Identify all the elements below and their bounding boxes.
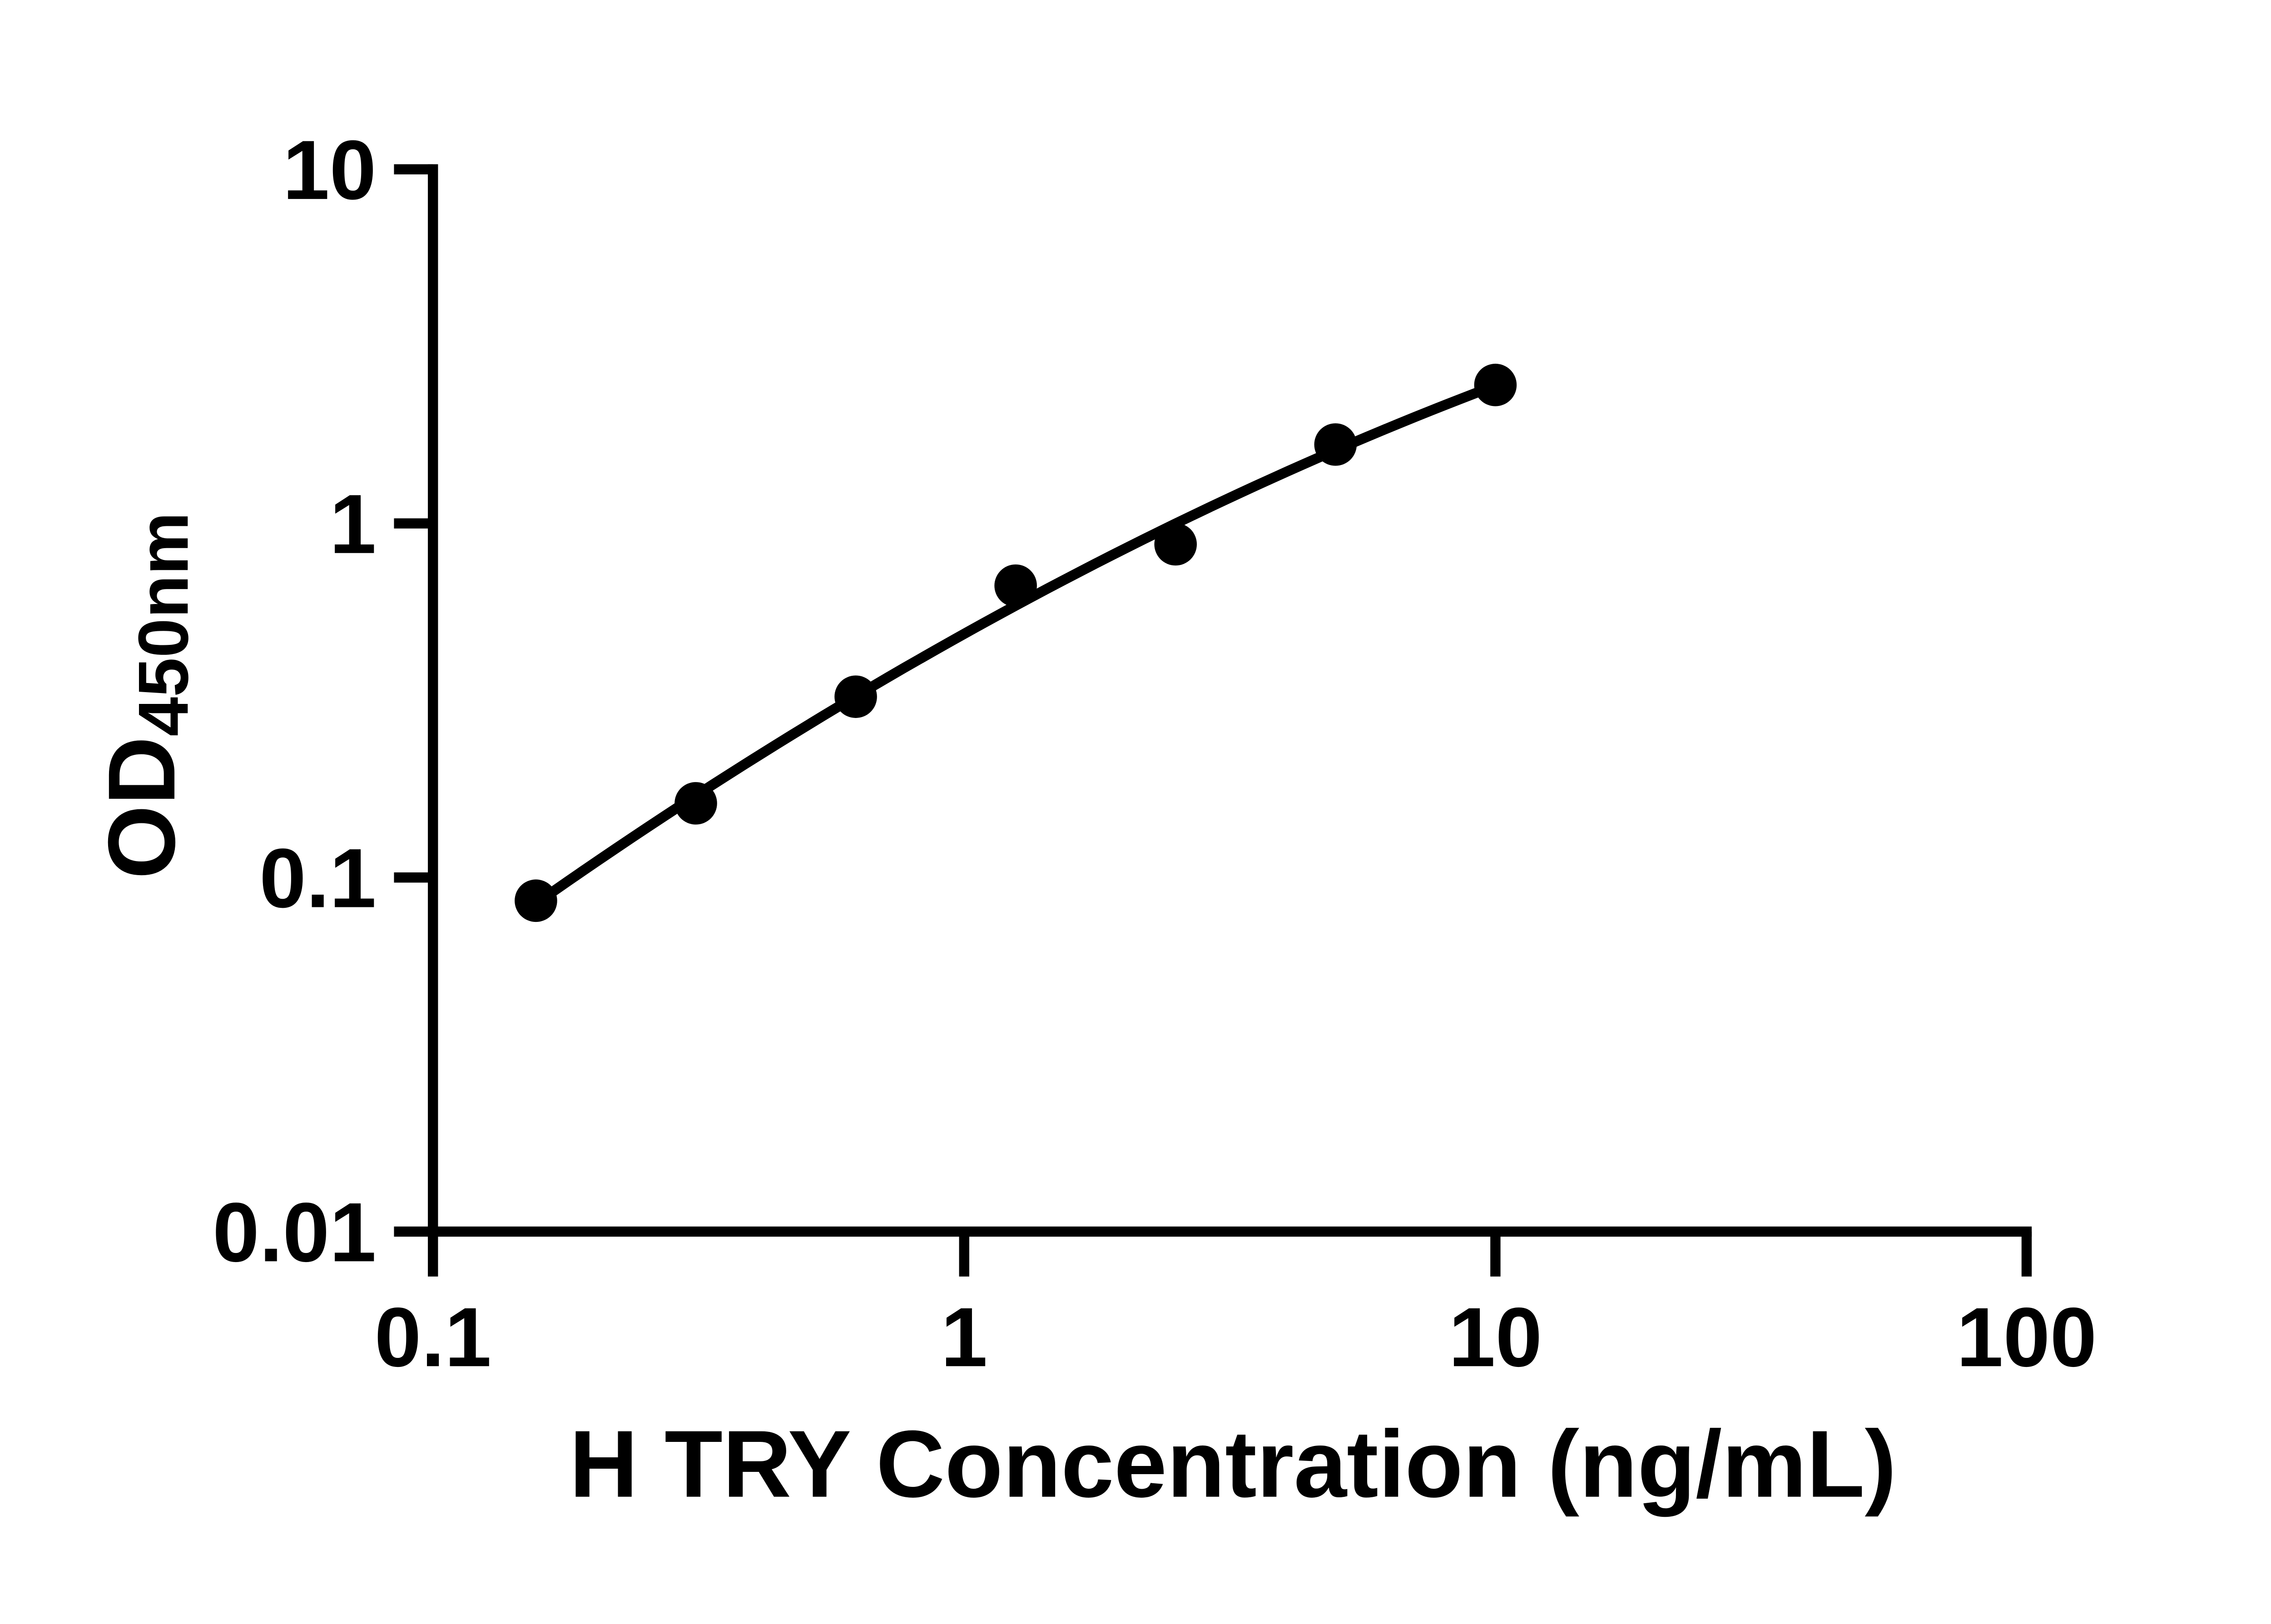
y-axis-title-subscript: 450nm	[124, 512, 203, 736]
data-point	[1314, 423, 1357, 466]
fit-curve	[533, 381, 1497, 908]
x-tick-label: 10	[1448, 1290, 1542, 1384]
data-point	[515, 879, 557, 922]
x-tick-label: 1	[941, 1290, 987, 1384]
data-point	[1474, 363, 1517, 406]
x-tick-label: 100	[1957, 1290, 2097, 1384]
data-point	[674, 782, 717, 825]
y-tick-label: 0.01	[213, 1185, 376, 1279]
data-point	[1154, 523, 1197, 566]
y-tick-label: 0.1	[259, 832, 376, 926]
plot-area: 0.01 0.1 1 10 0.1 1 10 100	[213, 123, 2097, 1384]
y-tick-label: 1	[329, 477, 376, 571]
data-point	[834, 675, 877, 718]
y-tick-label: 10	[283, 123, 376, 217]
data-point	[994, 564, 1037, 607]
x-axis-title: H TRY Concentration (ng/mL)	[569, 1411, 1896, 1517]
y-axis-title-main: OD	[89, 737, 195, 879]
x-tick-label: 0.1	[375, 1290, 491, 1384]
y-axis-title: OD450nm	[89, 512, 203, 879]
